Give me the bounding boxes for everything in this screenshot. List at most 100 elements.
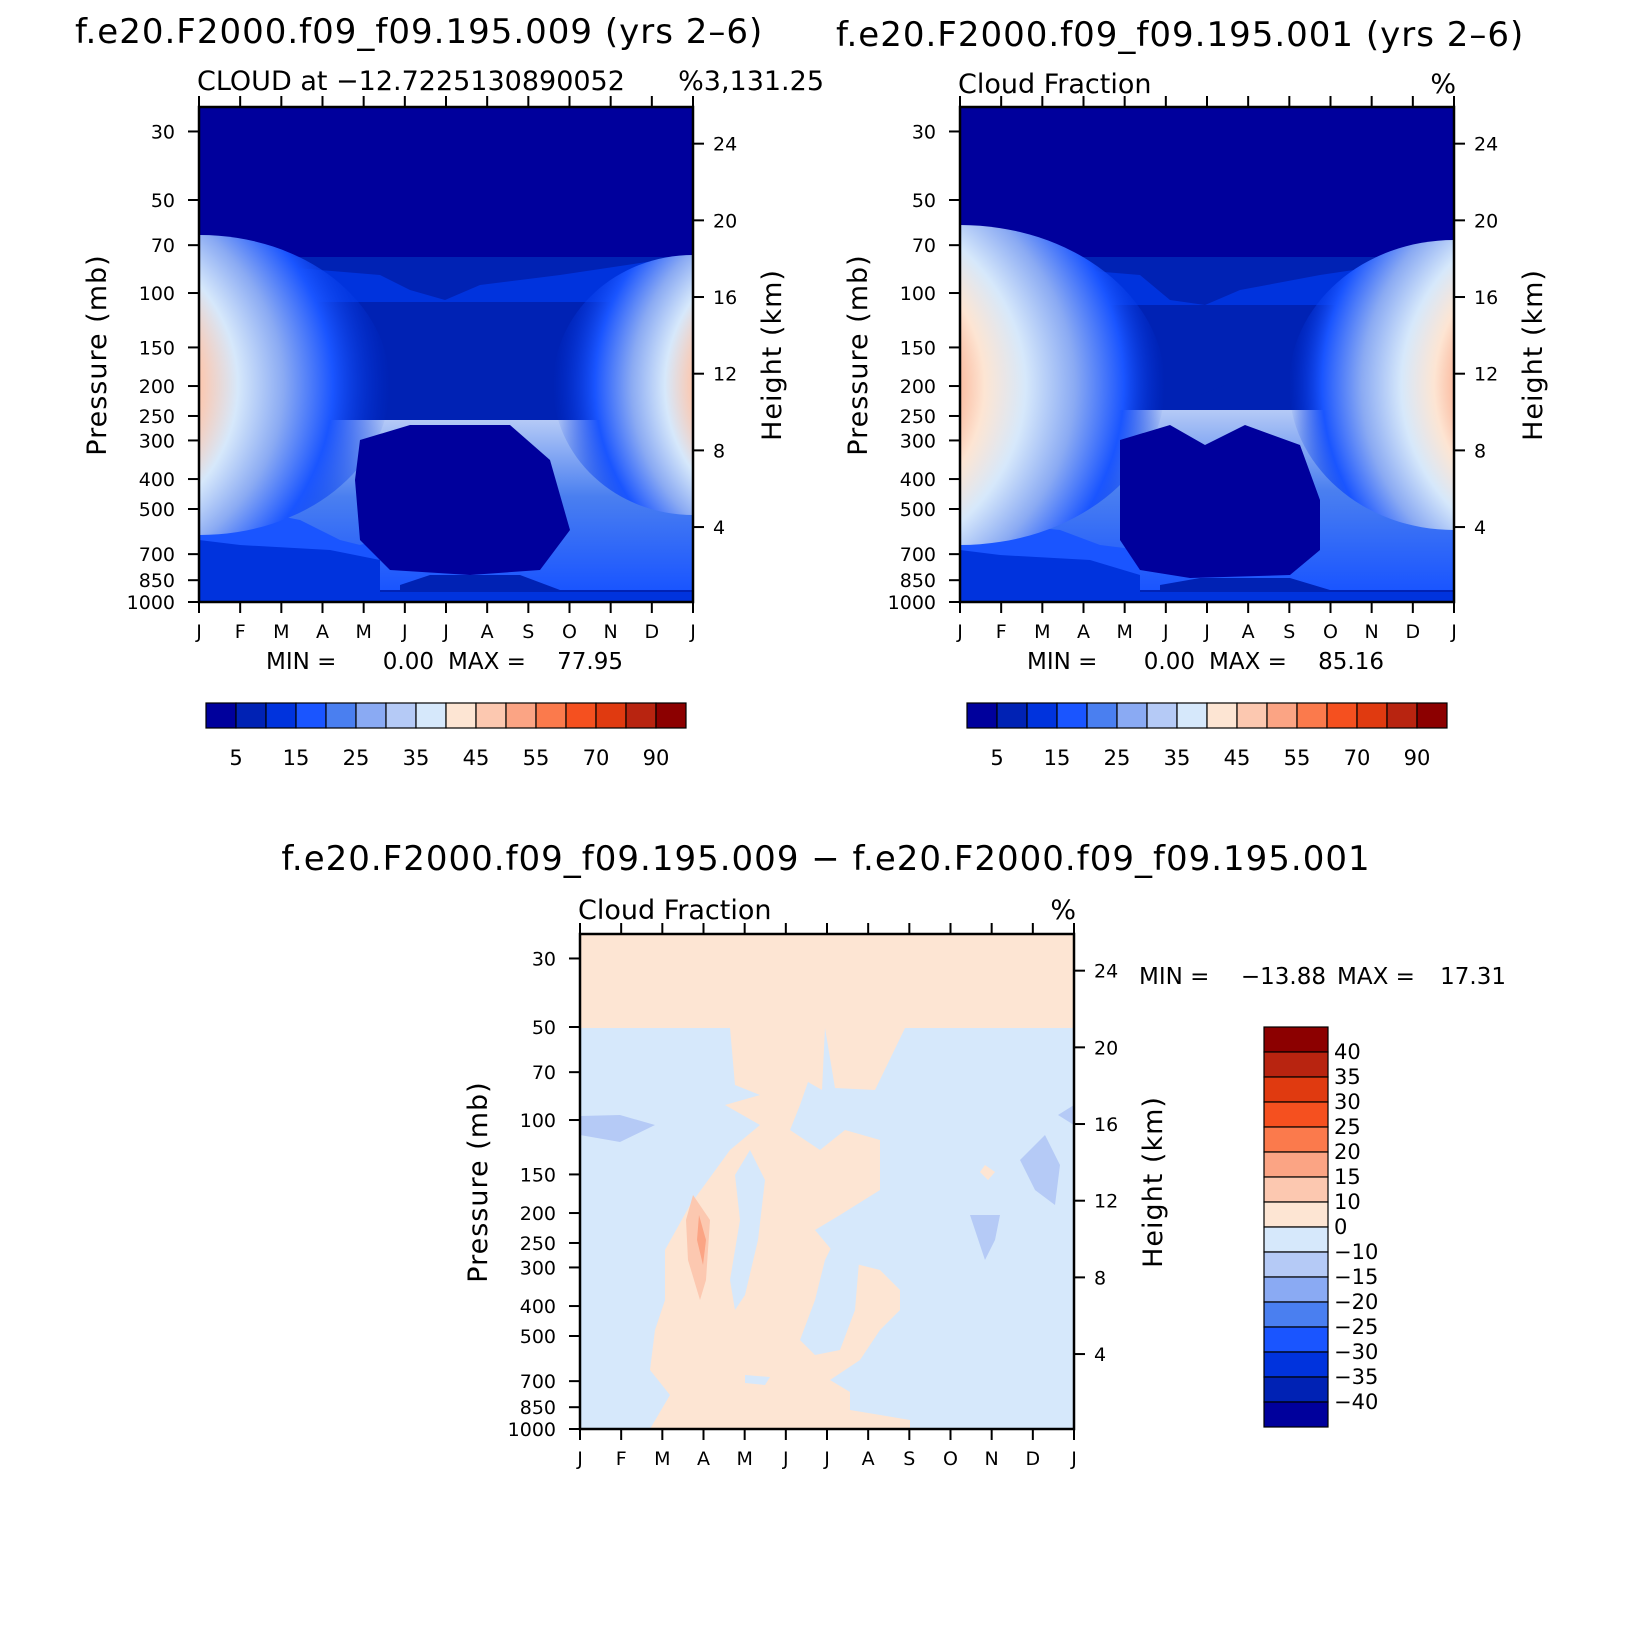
y-tick-label: 700: [520, 1371, 556, 1393]
panel1-max-value: 77.95: [557, 649, 623, 675]
y-tick-label: 850: [139, 570, 175, 592]
panel1-min-value: 0.00: [383, 649, 434, 675]
colorbar-swatch: [655, 702, 687, 729]
x-tick-label: J: [689, 621, 696, 643]
colorbar-label: 35: [403, 746, 430, 770]
colorbar-label: 40: [1334, 1040, 1361, 1064]
x-tick-label: D: [645, 621, 660, 643]
y-tick-label: 200: [139, 376, 175, 398]
y2-tick-label: 8: [713, 440, 725, 462]
colorbar-swatch: [325, 702, 357, 729]
y-tick-label: 1000: [508, 1419, 556, 1441]
y-tick-label: 700: [139, 544, 175, 566]
x-tick-label: M: [654, 1448, 670, 1470]
y-tick-label: 250: [520, 1233, 556, 1255]
y-tick-label: 400: [139, 469, 175, 491]
y2-tick-label: 12: [713, 364, 737, 386]
x-tick-label: D: [1406, 621, 1421, 643]
colorbar-label: −15: [1334, 1265, 1378, 1289]
colorbar-swatch: [1326, 702, 1358, 729]
colorbar-swatch: [1026, 702, 1058, 729]
panel1-variable-label: CLOUD at −12.7225130890052: [197, 66, 625, 97]
colorbar-swatch: [1263, 1226, 1329, 1253]
y-tick-label: 500: [139, 499, 175, 521]
y-tick-label: 400: [900, 469, 936, 491]
x-tick-label: A: [1077, 621, 1090, 643]
panel-top-left: f.e20.F2000.f09_f09.195.009 (yrs 2–6) CL…: [75, 12, 824, 770]
y-tick-label: 50: [151, 190, 175, 212]
y-tick-label: 700: [900, 544, 936, 566]
colorbar-swatch: [1263, 1101, 1329, 1128]
colorbar-swatch: [1263, 1151, 1329, 1178]
y-tick-label: 100: [139, 283, 175, 305]
x-tick-label: J: [195, 621, 202, 643]
x-tick-label: M: [355, 621, 371, 643]
colorbar-label: 5: [229, 746, 242, 770]
colorbar-swatch: [1263, 1051, 1329, 1078]
panel2-title: f.e20.F2000.f09_f09.195.001 (yrs 2–6): [836, 15, 1524, 55]
panel2-max-value: 85.16: [1318, 649, 1384, 675]
colorbar-swatch: [1263, 1326, 1329, 1353]
y-tick-label: 30: [151, 121, 175, 143]
colorbar-swatch: [1263, 1376, 1329, 1403]
y-tick-label: 1000: [127, 592, 175, 614]
colorbar-swatch: [415, 702, 447, 729]
colorbar-swatch: [1263, 1301, 1329, 1328]
y-tick-label: 70: [912, 235, 936, 257]
x-tick-label: A: [481, 621, 494, 643]
colorbar-label: 15: [283, 746, 310, 770]
y-tick-label: 500: [900, 499, 936, 521]
colorbar-label: 70: [583, 746, 610, 770]
y2-tick-label: 16: [1474, 287, 1498, 309]
y2-tick-label: 20: [1474, 210, 1498, 232]
y-tick-label: 850: [900, 570, 936, 592]
panel3-max-label: MAX =: [1337, 964, 1415, 990]
y-tick-label: 150: [900, 337, 936, 359]
colorbar-swatch: [1263, 1176, 1329, 1203]
colorbar-label: 25: [1334, 1115, 1361, 1139]
x-tick-label: S: [1283, 621, 1295, 643]
colorbar-label: 25: [343, 746, 370, 770]
panel3-min-label: MIN =: [1139, 964, 1209, 990]
y-tick-label: 100: [900, 283, 936, 305]
colorbar-swatch: [1086, 702, 1118, 729]
colorbar-label: 5: [990, 746, 1003, 770]
y-tick-label: 50: [912, 190, 936, 212]
panel2-variable-label: Cloud Fraction: [958, 69, 1151, 100]
x-tick-label: N: [1365, 621, 1379, 643]
panel2-units-label: %: [1430, 69, 1456, 100]
colorbar-swatch: [1263, 1251, 1329, 1278]
x-tick-label: F: [616, 1448, 627, 1470]
colorbar-swatch: [1263, 1401, 1329, 1428]
panel1-units-label: %3,131.25: [678, 66, 824, 97]
colorbar-label: 45: [463, 746, 490, 770]
x-tick-label: J: [782, 1448, 789, 1470]
y2-tick-label: 20: [713, 210, 737, 232]
colorbar-swatch: [1206, 702, 1238, 729]
colorbar-swatch: [205, 702, 237, 729]
colorbar-label: 45: [1224, 746, 1251, 770]
x-tick-label: S: [903, 1448, 915, 1470]
panel-bottom-difference: f.e20.F2000.f09_f09.195.009 − f.e20.F200…: [281, 839, 1506, 1470]
colorbar-label: 15: [1044, 746, 1071, 770]
x-tick-label: J: [401, 621, 408, 643]
x-tick-label: M: [1034, 621, 1050, 643]
x-tick-label: J: [823, 1448, 830, 1470]
x-tick-label: J: [1450, 621, 1457, 643]
x-tick-label: N: [985, 1448, 999, 1470]
panel1-contour-field: [199, 107, 693, 602]
x-tick-label: M: [273, 621, 289, 643]
colorbar-swatch: [565, 702, 597, 729]
colorbar-swatch: [475, 702, 507, 729]
y2-tick-label: 8: [1094, 1267, 1106, 1289]
colorbar-label: 35: [1334, 1065, 1361, 1089]
x-tick-label: A: [1242, 621, 1255, 643]
colorbar-label: 10: [1334, 1190, 1361, 1214]
y-tick-label: 70: [532, 1062, 556, 1084]
colorbar-swatch: [445, 702, 477, 729]
colorbar-swatch: [1386, 702, 1418, 729]
x-tick-label: A: [316, 621, 329, 643]
panel-top-right: f.e20.F2000.f09_f09.195.001 (yrs 2–6) Cl…: [836, 15, 1549, 770]
